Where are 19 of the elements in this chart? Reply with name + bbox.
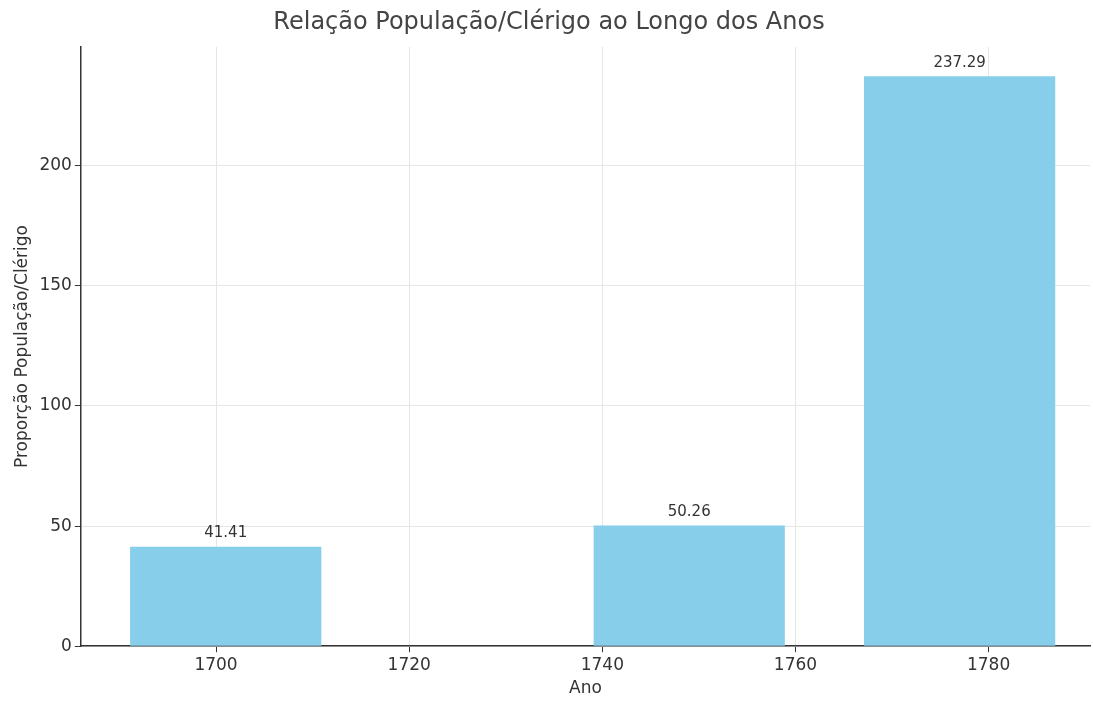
chart-title: Relação População/Clérigo ao Longo dos Anos bbox=[273, 6, 825, 35]
y-axis-title: Proporção População/Clérigo bbox=[10, 225, 31, 468]
data-label: 50.26 bbox=[667, 501, 711, 520]
x-axis-title: Ano bbox=[569, 677, 602, 698]
bar bbox=[864, 76, 1056, 646]
x-tick-label: 1740 bbox=[580, 653, 624, 674]
x-tick-label: 1700 bbox=[194, 653, 238, 674]
bar bbox=[593, 525, 785, 646]
data-label: 41.41 bbox=[204, 523, 248, 542]
y-tick-label: 100 bbox=[39, 394, 72, 415]
y-tick-label: 0 bbox=[61, 634, 72, 655]
data-label: 237.29 bbox=[933, 52, 986, 71]
bar bbox=[130, 546, 322, 646]
x-tick-label: 1760 bbox=[773, 653, 818, 674]
x-tick-label: 1780 bbox=[966, 653, 1011, 674]
y-tick-label: 50 bbox=[50, 514, 72, 535]
y-tick-label: 150 bbox=[39, 274, 72, 295]
x-tick-label: 1720 bbox=[387, 653, 431, 674]
y-tick-label: 200 bbox=[39, 154, 72, 175]
